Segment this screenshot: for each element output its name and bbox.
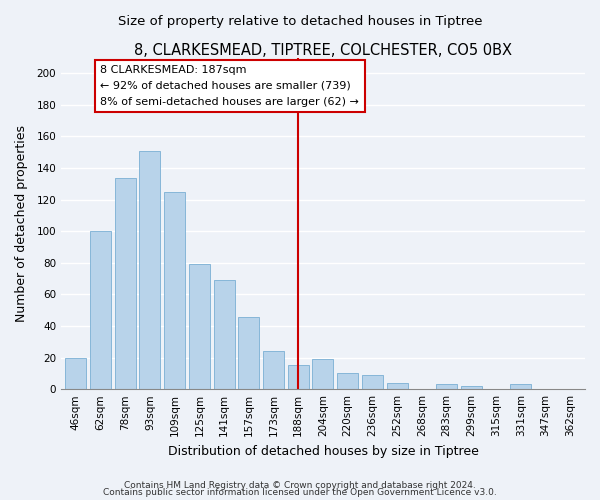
Y-axis label: Number of detached properties: Number of detached properties (15, 125, 28, 322)
Text: Size of property relative to detached houses in Tiptree: Size of property relative to detached ho… (118, 15, 482, 28)
Bar (337, 374, 358, 389)
Bar (164, 192, 185, 389)
Bar (238, 316, 259, 389)
Bar (288, 366, 309, 389)
Bar (510, 384, 531, 389)
Bar (436, 384, 457, 389)
Bar (65, 358, 86, 389)
Bar (90, 231, 111, 389)
Bar (263, 352, 284, 389)
Bar (214, 280, 235, 389)
X-axis label: Distribution of detached houses by size in Tiptree: Distribution of detached houses by size … (167, 444, 478, 458)
Bar (386, 383, 407, 389)
Bar (115, 178, 136, 389)
Text: Contains public sector information licensed under the Open Government Licence v3: Contains public sector information licen… (103, 488, 497, 497)
Bar (313, 359, 334, 389)
Title: 8, CLARKESMEAD, TIPTREE, COLCHESTER, CO5 0BX: 8, CLARKESMEAD, TIPTREE, COLCHESTER, CO5… (134, 42, 512, 58)
Bar (189, 264, 210, 389)
Text: Contains HM Land Registry data © Crown copyright and database right 2024.: Contains HM Land Registry data © Crown c… (124, 480, 476, 490)
Bar (362, 375, 383, 389)
Bar (139, 150, 160, 389)
Text: 8 CLARKESMEAD: 187sqm
← 92% of detached houses are smaller (739)
8% of semi-deta: 8 CLARKESMEAD: 187sqm ← 92% of detached … (100, 66, 359, 106)
Bar (461, 386, 482, 389)
